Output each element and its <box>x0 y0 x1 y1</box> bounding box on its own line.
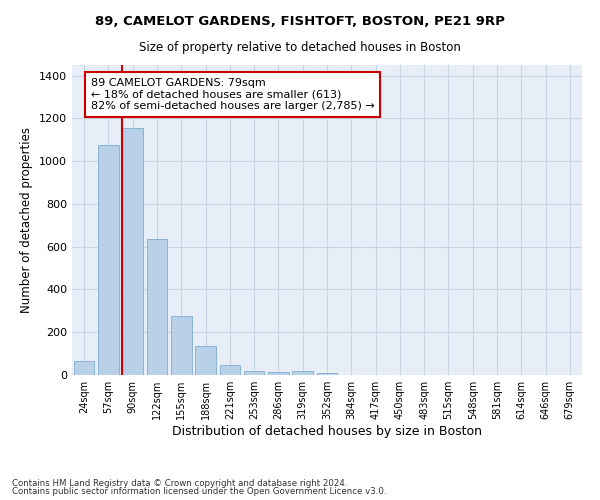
Bar <box>122 128 143 375</box>
Bar <box>244 370 265 375</box>
Bar <box>317 373 337 375</box>
Text: Contains public sector information licensed under the Open Government Licence v3: Contains public sector information licen… <box>12 488 386 496</box>
X-axis label: Distribution of detached houses by size in Boston: Distribution of detached houses by size … <box>172 425 482 438</box>
Bar <box>171 316 191 375</box>
Bar <box>268 372 289 375</box>
Bar <box>195 346 216 375</box>
Bar <box>98 145 119 375</box>
Bar <box>146 239 167 375</box>
Text: 89, CAMELOT GARDENS, FISHTOFT, BOSTON, PE21 9RP: 89, CAMELOT GARDENS, FISHTOFT, BOSTON, P… <box>95 15 505 28</box>
Text: Contains HM Land Registry data © Crown copyright and database right 2024.: Contains HM Land Registry data © Crown c… <box>12 478 347 488</box>
Text: 89 CAMELOT GARDENS: 79sqm
← 18% of detached houses are smaller (613)
82% of semi: 89 CAMELOT GARDENS: 79sqm ← 18% of detac… <box>91 78 374 111</box>
Bar <box>292 372 313 375</box>
Bar <box>220 366 240 375</box>
Bar <box>74 361 94 375</box>
Text: Size of property relative to detached houses in Boston: Size of property relative to detached ho… <box>139 41 461 54</box>
Y-axis label: Number of detached properties: Number of detached properties <box>20 127 34 313</box>
